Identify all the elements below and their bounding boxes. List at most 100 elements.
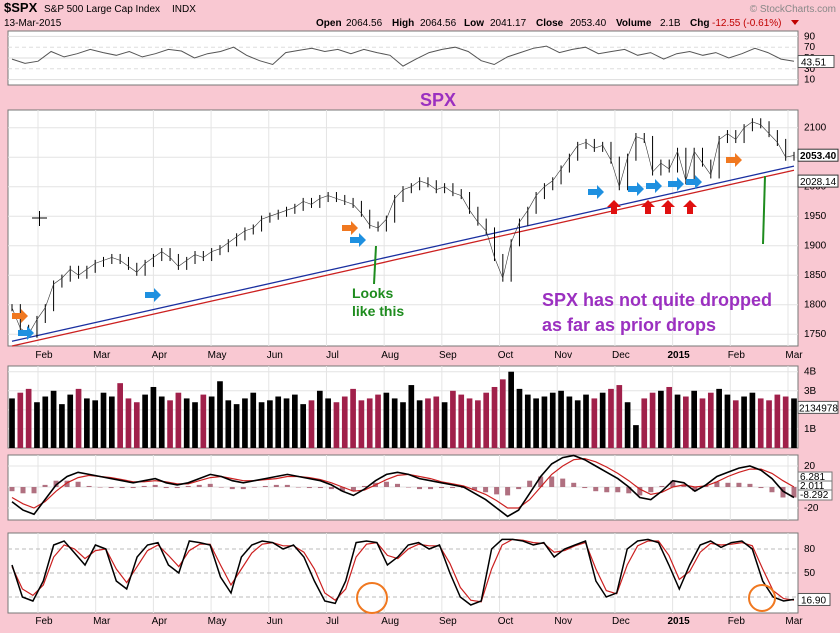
macd-histogram-bar <box>350 487 356 492</box>
macd-histogram-bar <box>472 487 478 491</box>
volume-bar <box>782 396 789 448</box>
volume-bar <box>92 400 99 448</box>
volume-bar <box>583 394 589 448</box>
macd-histogram-bar <box>64 480 70 487</box>
volume-bar <box>641 398 648 448</box>
stochastic-last-value: 16.90 <box>801 595 826 606</box>
volume-bar <box>175 392 182 448</box>
volume-bar <box>75 388 82 448</box>
rsi-tick-label: 30 <box>804 64 816 75</box>
macd-layer <box>9 454 797 518</box>
stochastic-x-tick-label: Dec <box>612 616 630 627</box>
volume-bar <box>267 400 273 448</box>
volume-bar <box>724 394 731 448</box>
volume-bar <box>67 394 74 448</box>
rsi-tick-label: 90 <box>804 31 816 42</box>
macd-histogram-bar <box>450 487 456 489</box>
macd-histogram-bar <box>251 487 257 488</box>
macd-last-value: 2.011 <box>800 481 825 492</box>
macd-histogram-bar <box>75 481 81 487</box>
macd-histogram-bar <box>725 482 731 487</box>
macd-histogram-bar <box>560 478 566 487</box>
volume-bar <box>275 396 282 448</box>
stochastic-x-tick-label: Sep <box>439 616 457 627</box>
blue-arrow <box>646 179 662 193</box>
date-label: 13-Mar-2015 <box>4 18 62 29</box>
rsi-tick-label: 10 <box>804 75 816 86</box>
macd-histogram-bar <box>637 487 643 496</box>
volume-bar <box>707 392 714 448</box>
volume-bar <box>375 394 381 448</box>
macd-histogram-bar <box>648 487 654 493</box>
volume-bar <box>258 402 265 448</box>
macd-histogram-bar <box>483 487 489 493</box>
red-arrow <box>683 200 697 214</box>
price-x-tick-label: Feb <box>728 350 746 361</box>
volume-bar <box>208 396 215 448</box>
last-close-box <box>797 148 839 162</box>
volume-bar <box>499 379 506 448</box>
dropdown-icon[interactable] <box>791 20 799 25</box>
red-arrow <box>607 200 621 214</box>
volume-bar <box>416 400 423 448</box>
stochastic-x-tick-label: Aug <box>381 616 399 627</box>
price-x-tick-label: Mar <box>785 350 803 361</box>
axis-layer: 907050301043.512100205020001950190018501… <box>35 31 839 627</box>
symbol-label[interactable]: $SPX <box>4 0 38 15</box>
macd-histogram-bar <box>780 487 786 498</box>
volume-bar <box>84 398 90 448</box>
stochastic-circle-aug <box>356 582 388 614</box>
volume-bar <box>766 400 772 448</box>
volume-tick-label: 4B <box>804 367 817 378</box>
volume-bar <box>34 402 40 448</box>
svg-text:High: High <box>392 18 414 29</box>
volume-bar <box>616 385 623 448</box>
volume-bar <box>242 398 248 448</box>
price-x-tick-label: Sep <box>439 350 457 361</box>
macd-histogram-bar <box>406 487 412 488</box>
volume-bar <box>516 388 523 448</box>
stochastic-d-line <box>11 538 795 603</box>
volume-bar <box>233 404 240 448</box>
volume-bar <box>125 398 132 448</box>
macd-histogram-bar <box>615 487 621 493</box>
volume-bar <box>333 402 340 448</box>
price-tick-label: 1950 <box>804 211 827 222</box>
price-x-tick-label: Aug <box>381 350 399 361</box>
volume-bar <box>325 398 331 448</box>
macd-histogram-bar <box>394 483 400 487</box>
price-tick-label: 1850 <box>804 270 827 281</box>
volume-bar <box>25 388 32 448</box>
macd-histogram-bar <box>736 482 742 487</box>
volume-last-box <box>797 400 839 414</box>
ma-slow-line <box>11 169 795 347</box>
macd-histogram-bar <box>108 487 114 489</box>
volume-bar <box>433 396 440 448</box>
rsi-line <box>11 45 795 67</box>
volume-bar <box>458 394 465 448</box>
macd-histogram-bar <box>571 482 577 487</box>
volume-bar <box>366 398 373 448</box>
ma-fast-line <box>11 165 795 342</box>
volume-bar <box>716 388 722 448</box>
exchange-label: INDX <box>172 4 196 15</box>
chart-title: SPX <box>420 90 456 110</box>
macd-histogram-bar <box>791 487 797 498</box>
volume-bar <box>533 398 539 448</box>
volume-bar <box>691 390 698 448</box>
annotation-like-this: like this <box>352 303 404 319</box>
price-x-tick-label: Mar <box>93 350 111 361</box>
volume-bar <box>774 394 781 448</box>
price-x-tick-label: Dec <box>612 350 630 361</box>
rsi-last-value-box <box>797 55 835 69</box>
volume-bar <box>466 398 473 448</box>
volume-last-value: 2134978 <box>799 403 838 414</box>
price-tick-label: 2100 <box>804 123 827 134</box>
macd-histogram-bar <box>747 483 753 487</box>
blue-arrow <box>628 182 644 196</box>
volume-bar <box>300 404 307 448</box>
macd-histogram-bar <box>494 487 500 495</box>
stochastic-last-box <box>797 592 831 606</box>
volume-bar <box>341 396 348 448</box>
